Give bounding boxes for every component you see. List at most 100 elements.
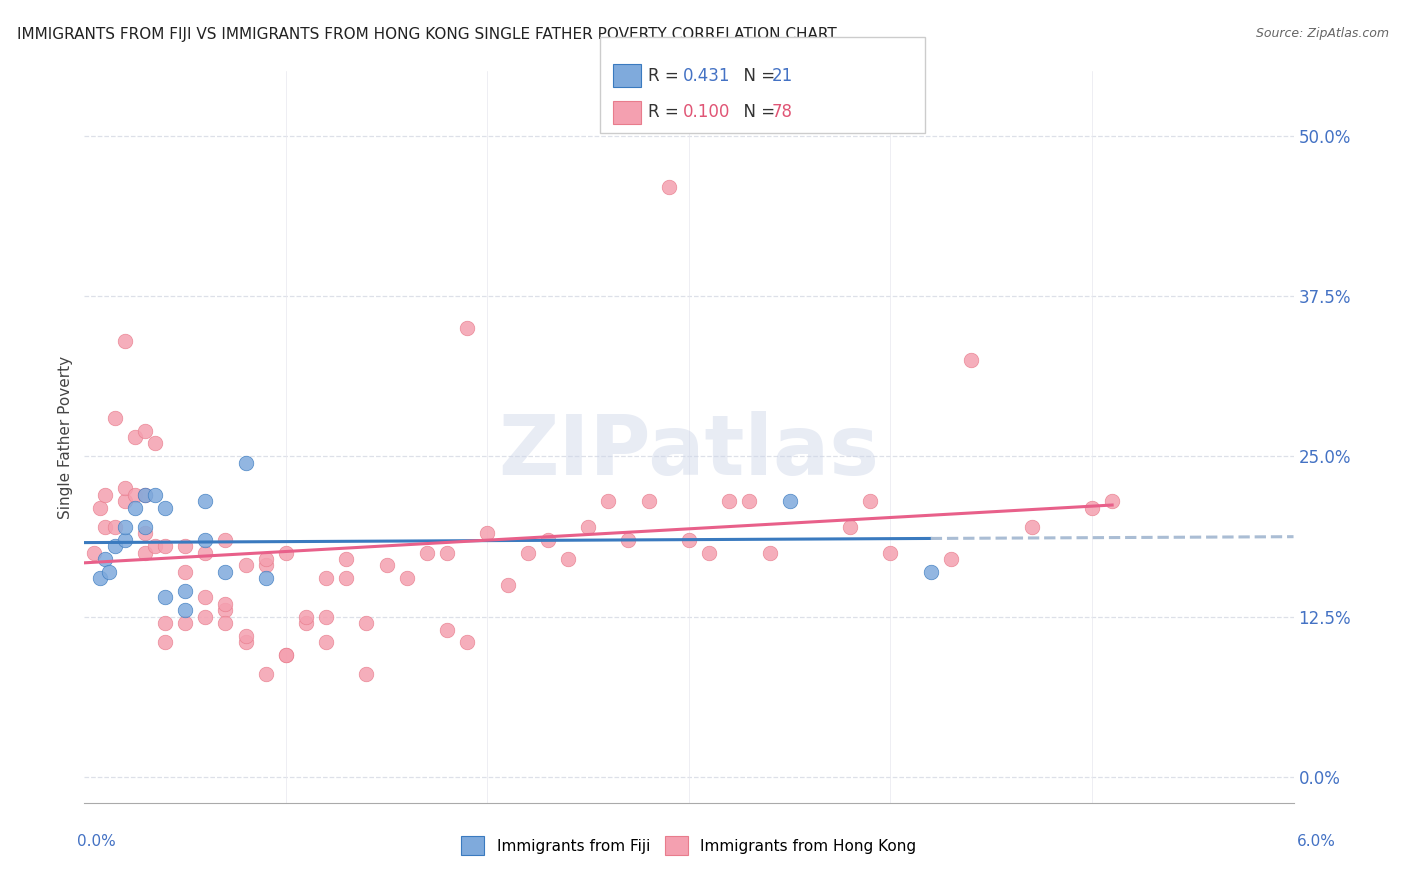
Point bbox=[254, 571, 277, 585]
Point bbox=[879, 545, 901, 559]
Text: Source: ZipAtlas.com: Source: ZipAtlas.com bbox=[1256, 27, 1389, 40]
Point bbox=[153, 635, 176, 649]
Point bbox=[254, 552, 277, 566]
Text: 78: 78 bbox=[772, 103, 793, 121]
Point bbox=[134, 520, 156, 534]
Point bbox=[295, 609, 318, 624]
Point bbox=[537, 533, 560, 547]
Legend: Immigrants from Fiji, Immigrants from Hong Kong: Immigrants from Fiji, Immigrants from Ho… bbox=[456, 830, 922, 861]
Point bbox=[516, 545, 538, 559]
Point bbox=[153, 616, 176, 631]
Point bbox=[758, 545, 780, 559]
Point bbox=[214, 565, 236, 579]
Point bbox=[697, 545, 720, 559]
Point bbox=[658, 179, 681, 194]
Point bbox=[214, 616, 236, 631]
Point bbox=[124, 430, 146, 444]
Point bbox=[939, 552, 962, 566]
Text: 6.0%: 6.0% bbox=[1296, 834, 1336, 848]
Text: R =: R = bbox=[648, 103, 685, 121]
Point bbox=[254, 558, 277, 573]
Point bbox=[274, 648, 297, 663]
Point bbox=[93, 520, 115, 534]
Point bbox=[235, 558, 257, 573]
Point bbox=[678, 533, 700, 547]
Text: IMMIGRANTS FROM FIJI VS IMMIGRANTS FROM HONG KONG SINGLE FATHER POVERTY CORRELAT: IMMIGRANTS FROM FIJI VS IMMIGRANTS FROM … bbox=[17, 27, 837, 42]
Point bbox=[143, 539, 166, 553]
Point bbox=[356, 616, 378, 631]
Point bbox=[104, 410, 127, 425]
Point bbox=[254, 667, 277, 681]
Point bbox=[960, 353, 983, 368]
Point bbox=[143, 488, 166, 502]
Point bbox=[637, 494, 659, 508]
Point bbox=[174, 584, 197, 599]
Point bbox=[576, 520, 599, 534]
Point bbox=[104, 520, 127, 534]
Text: ZIPatlas: ZIPatlas bbox=[499, 411, 879, 492]
Point bbox=[174, 603, 197, 617]
Point bbox=[274, 648, 297, 663]
Point bbox=[143, 436, 166, 450]
Point bbox=[153, 591, 176, 605]
Point bbox=[134, 424, 156, 438]
Point bbox=[436, 623, 458, 637]
Point bbox=[356, 667, 378, 681]
Point bbox=[395, 571, 418, 585]
Point bbox=[295, 616, 318, 631]
Text: N =: N = bbox=[733, 103, 780, 121]
Point bbox=[97, 565, 120, 579]
Point bbox=[114, 533, 136, 547]
Point bbox=[235, 629, 257, 643]
Point bbox=[214, 603, 236, 617]
Point bbox=[214, 533, 236, 547]
Point bbox=[114, 494, 136, 508]
Point bbox=[174, 565, 197, 579]
Point bbox=[93, 488, 115, 502]
Point bbox=[274, 545, 297, 559]
Point bbox=[335, 552, 357, 566]
Point bbox=[124, 500, 146, 515]
Point bbox=[315, 571, 337, 585]
Point bbox=[89, 500, 111, 515]
Point bbox=[839, 520, 862, 534]
Point bbox=[1101, 494, 1123, 508]
Point bbox=[920, 565, 942, 579]
Text: N =: N = bbox=[733, 67, 780, 85]
Point bbox=[315, 609, 337, 624]
Point bbox=[456, 321, 478, 335]
Point bbox=[456, 635, 478, 649]
Point bbox=[194, 533, 217, 547]
Point bbox=[235, 635, 257, 649]
Point bbox=[153, 539, 176, 553]
Point bbox=[134, 545, 156, 559]
Point bbox=[134, 488, 156, 502]
Point bbox=[114, 482, 136, 496]
Point bbox=[477, 526, 499, 541]
Point bbox=[375, 558, 398, 573]
Point bbox=[89, 571, 111, 585]
Y-axis label: Single Father Poverty: Single Father Poverty bbox=[58, 356, 73, 518]
Point bbox=[315, 635, 337, 649]
Text: 0.0%: 0.0% bbox=[77, 834, 117, 848]
Point bbox=[124, 488, 146, 502]
Point bbox=[335, 571, 357, 585]
Point bbox=[617, 533, 640, 547]
Point bbox=[194, 494, 217, 508]
Text: R =: R = bbox=[648, 67, 685, 85]
Point bbox=[738, 494, 761, 508]
Point bbox=[598, 494, 620, 508]
Point bbox=[83, 545, 105, 559]
Point bbox=[194, 591, 217, 605]
Point bbox=[496, 577, 519, 591]
Point bbox=[174, 539, 197, 553]
Point bbox=[194, 609, 217, 624]
Point bbox=[718, 494, 741, 508]
Point bbox=[859, 494, 882, 508]
Point bbox=[134, 526, 156, 541]
Text: 21: 21 bbox=[772, 67, 793, 85]
Point bbox=[114, 334, 136, 348]
Point bbox=[114, 520, 136, 534]
Point bbox=[104, 539, 127, 553]
Point bbox=[1021, 520, 1043, 534]
